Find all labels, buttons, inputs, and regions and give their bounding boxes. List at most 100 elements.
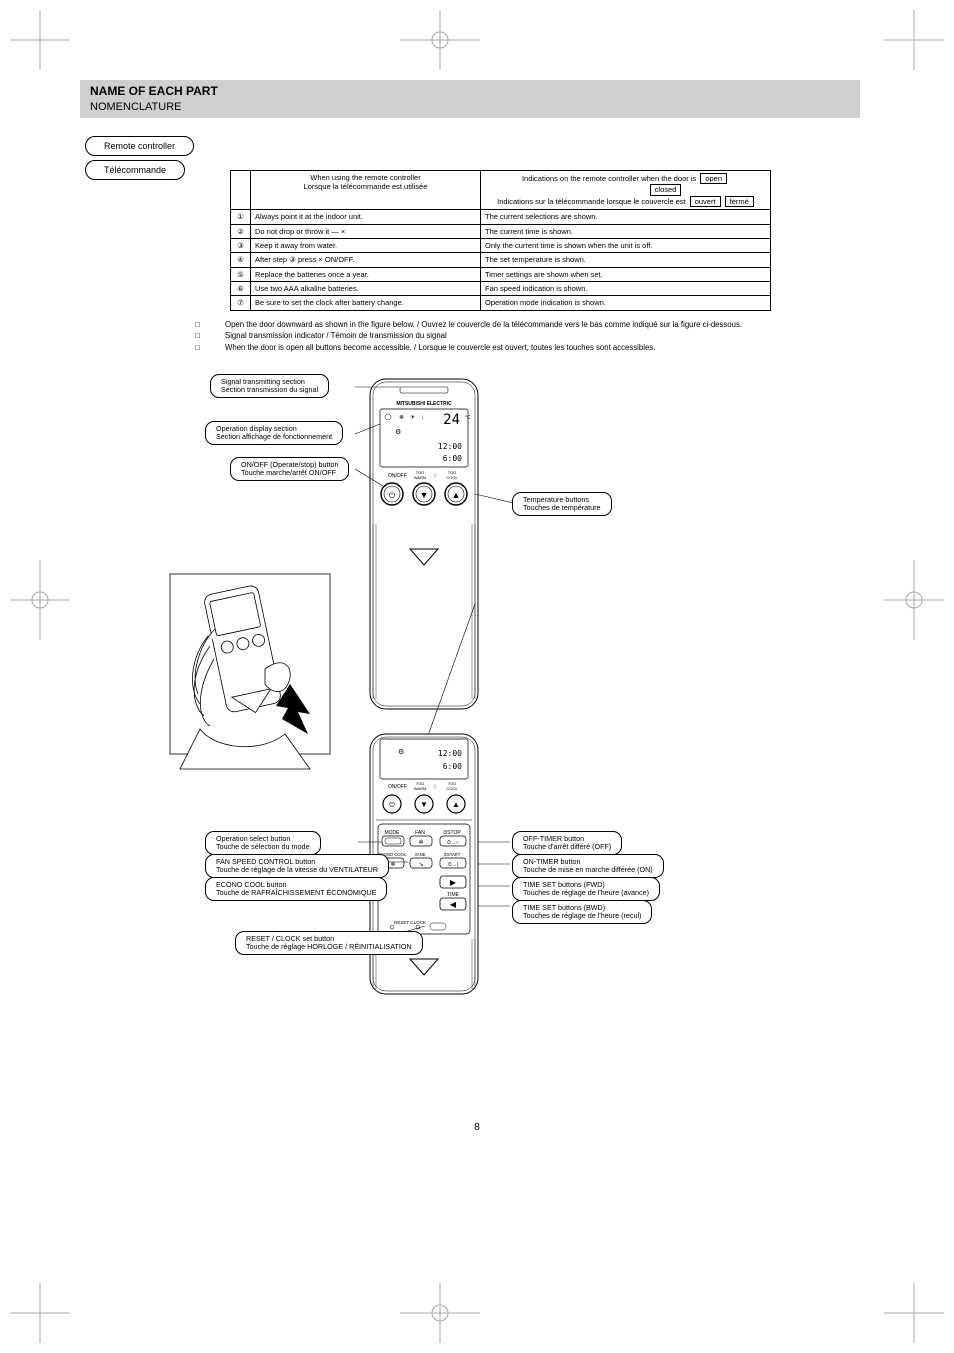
svg-text:ON/OFF: ON/OFF (388, 784, 407, 790)
remote-controller-label-en: Remote controller (85, 136, 194, 156)
svg-text:◀: ◀ (450, 900, 457, 909)
callout-reset: RESET / CLOCK set button Touche de régla… (235, 931, 423, 956)
svg-text:▶: ▶ (450, 878, 457, 887)
table-row-num: ② (231, 224, 251, 238)
legend: □ Open the door downward as shown in the… (195, 319, 860, 354)
callout-temp-fr: Touches de température (523, 503, 601, 512)
svg-text:▼: ▼ (420, 490, 429, 500)
table-head-col2-open: open (700, 173, 727, 184)
legend-3-en: When the door is open all buttons become… (225, 343, 412, 352)
callout-mode: Operation select button Touche de sélect… (205, 831, 321, 856)
svg-text:❄: ❄ (399, 414, 404, 421)
callout-econo: ECONO COOL button Touche de RAFRAÎCHISSE… (205, 877, 387, 902)
table-row: ②Do not drop or throw it — ×The current … (231, 224, 771, 238)
cropmark-tr (884, 10, 944, 70)
table-head-col2: Indications on the remote controller whe… (481, 171, 771, 210)
legend-3-fr: Lorsque le couvercle est ouvert, toutes … (418, 343, 655, 352)
section-header-en: NAME OF EACH PART (90, 84, 850, 98)
table-head-col1-fr: Lorsque la télécommande est utilisée (304, 182, 428, 191)
table-row-num: ④ (231, 253, 251, 267)
svg-text:↓: ↓ (421, 415, 424, 421)
svg-text:MODE: MODE (385, 830, 401, 836)
svg-text:⏻: ⏻ (389, 491, 396, 500)
callout-time-fwd-fr: Touches de réglage de l'heure (avance) (523, 888, 649, 897)
svg-text:▼: ▼ (420, 800, 428, 809)
table-head-col2-fr-closed: fermé (725, 196, 754, 207)
legend-2-fr: Témoin de transmission du signal (331, 331, 447, 340)
svg-text:⏻: ⏻ (389, 801, 395, 809)
callout-stop-fr: Touche d'arrêt différé (OFF) (523, 842, 611, 851)
callout-op-disp-fr: Section affichage de fonctionnement (216, 432, 332, 441)
callout-operation-display: Operation display section Section affich… (205, 421, 343, 446)
table-row-col1: Always point it at the indoor unit. (251, 210, 481, 224)
callout-start: ON-TIMER button Touche de mise en marche… (512, 854, 664, 879)
callout-signal-tx-fr: Section transmission du signal (221, 385, 318, 394)
table-row-col2: The set temperature is shown. (481, 253, 771, 267)
cropmark-tl (10, 10, 70, 70)
svg-text:24: 24 (443, 412, 460, 428)
callout-onoff: ON/OFF (Operate/stop) button Touche marc… (230, 457, 349, 482)
cropmark-br (884, 1283, 944, 1343)
table-row: ③Keep it away from water.Only the curren… (231, 238, 771, 252)
table-row: ①Always point it at the indoor unit.The … (231, 210, 771, 224)
svg-text:⚙: ⚙ (398, 748, 404, 756)
svg-text:°C: °C (465, 415, 471, 421)
cropmark-mr (884, 560, 944, 640)
svg-text:12:00: 12:00 (438, 442, 462, 451)
svg-text:6:00: 6:00 (443, 762, 462, 771)
svg-text:COOL: COOL (446, 475, 458, 480)
remote-controller-label-fr: Télécommande (85, 160, 185, 180)
callout-econo-fr: Touche de RAFRAÎCHISSEMENT ÉCONOMIQUE (216, 888, 376, 897)
svg-text:WARM: WARM (414, 786, 427, 791)
svg-text:ⓘ: ⓘ (433, 472, 437, 478)
table-row: ⑦Be sure to set the clock after battery … (231, 296, 771, 310)
table-row-col2: Fan speed indication is shown. (481, 282, 771, 296)
callout-fan-fr: Touche de réglage de la vitesse du VENTI… (216, 865, 378, 874)
svg-text:RESET CLOCK: RESET CLOCK (394, 920, 426, 925)
table-head-num (231, 171, 251, 210)
svg-text:TIME: TIME (447, 892, 460, 898)
table-row-num: ① (231, 210, 251, 224)
svg-text:▲: ▲ (452, 800, 460, 809)
table-row-num: ⑦ (231, 296, 251, 310)
table-row: ⑥Use two AAA alkaline batteries.Fan spee… (231, 282, 771, 296)
callout-time-bwd: TIME SET buttons (BWD) Touches de réglag… (512, 900, 652, 925)
cropmark-tc (400, 10, 480, 70)
cropmark-ml (10, 560, 70, 640)
svg-text:⏱→○: ⏱→○ (447, 840, 459, 846)
legend-2-en: Signal transmission indicator (225, 331, 324, 340)
remote-diagram: MITSUBISHI ELECTRIC ❄ ☀ ↓ 24 °C ⚙ 12:00 (80, 364, 860, 1004)
cropmark-bl (10, 1283, 70, 1343)
svg-text:⚙: ⚙ (395, 428, 401, 436)
table-head-col1-en: When using the remote controller (310, 173, 420, 182)
table-row-col2: Timer settings are shown when set. (481, 267, 771, 281)
svg-text:COOL: COOL (446, 786, 458, 791)
table-row: ④After step ③ press × ON/OFF.The set tem… (231, 253, 771, 267)
svg-text:VANE: VANE (414, 852, 425, 857)
svg-text:FAN: FAN (415, 830, 425, 836)
table-head-col2-fr-open: ouvert (690, 196, 721, 207)
callout-temp: Temperature buttons Touches de températu… (512, 492, 612, 517)
table-head-col2-en: Indications on the remote controller whe… (522, 174, 696, 183)
table-row-num: ③ (231, 238, 251, 252)
svg-text:✲: ✲ (418, 839, 423, 846)
table-row-col1: Do not drop or throw it — × (251, 224, 481, 238)
table-row: ⑤Replace the batteries once a year.Timer… (231, 267, 771, 281)
page-number: 8 (474, 1122, 480, 1133)
table-row-num: ⑤ (231, 267, 251, 281)
table-row-col2: The current time is shown. (481, 224, 771, 238)
section-header: NAME OF EACH PART NOMENCLATURE (80, 80, 860, 118)
svg-text:⏱START: ⏱START (444, 852, 461, 857)
svg-text:6:00: 6:00 (443, 454, 462, 463)
table-row-col1: After step ③ press × ON/OFF. (251, 253, 481, 267)
callout-stop: OFF-TIMER button Touche d'arrêt différé … (512, 831, 622, 856)
svg-text:↘: ↘ (418, 862, 423, 868)
callout-mode-fr: Touche de sélection du mode (216, 842, 310, 851)
legend-1-en: Open the door downward as shown in the f… (225, 320, 415, 329)
svg-text:12:00: 12:00 (438, 749, 462, 758)
table-head-col2-closed: closed (650, 184, 682, 195)
callout-time-fwd: TIME SET buttons (FWD) Touches de réglag… (512, 877, 660, 902)
callout-start-fr: Touche de mise en marche différée (ON) (523, 865, 653, 874)
table-row-col2: Only the current time is shown when the … (481, 238, 771, 252)
table-head-col1: When using the remote controller Lorsque… (251, 171, 481, 210)
